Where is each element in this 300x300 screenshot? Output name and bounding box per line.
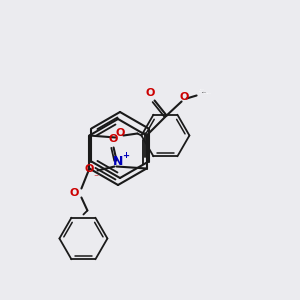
Text: +: + (122, 151, 129, 160)
Text: O: O (70, 188, 79, 199)
Text: ⁻: ⁻ (93, 173, 98, 184)
Text: methyl: methyl (200, 89, 205, 91)
Text: O: O (85, 164, 94, 175)
Text: methyl: methyl (207, 92, 212, 94)
Text: N: N (112, 155, 123, 168)
Text: methyl: methyl (202, 92, 207, 93)
Text: methyl: methyl (199, 90, 203, 92)
Text: methyl: methyl (204, 93, 208, 94)
Text: O: O (109, 134, 118, 145)
Text: O: O (116, 128, 125, 137)
Text: O: O (180, 92, 189, 101)
Text: O: O (146, 88, 155, 98)
